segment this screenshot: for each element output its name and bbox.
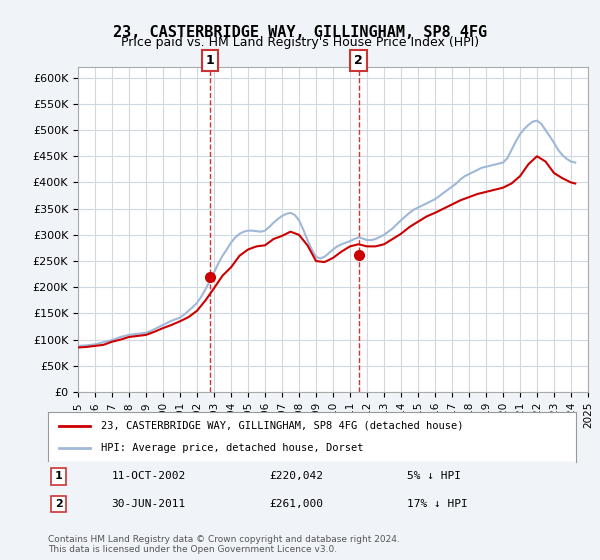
Text: 17% ↓ HPI: 17% ↓ HPI xyxy=(407,499,468,509)
Text: 5% ↓ HPI: 5% ↓ HPI xyxy=(407,471,461,481)
Text: £220,042: £220,042 xyxy=(270,471,324,481)
Text: 1: 1 xyxy=(55,471,62,481)
Text: 23, CASTERBRIDGE WAY, GILLINGHAM, SP8 4FG (detached house): 23, CASTERBRIDGE WAY, GILLINGHAM, SP8 4F… xyxy=(101,421,463,431)
Text: Price paid vs. HM Land Registry's House Price Index (HPI): Price paid vs. HM Land Registry's House … xyxy=(121,36,479,49)
Text: 2: 2 xyxy=(55,499,62,509)
Text: 2: 2 xyxy=(354,54,363,67)
Text: Contains HM Land Registry data © Crown copyright and database right 2024.
This d: Contains HM Land Registry data © Crown c… xyxy=(48,535,400,554)
Text: 23, CASTERBRIDGE WAY, GILLINGHAM, SP8 4FG: 23, CASTERBRIDGE WAY, GILLINGHAM, SP8 4F… xyxy=(113,25,487,40)
Text: 11-OCT-2002: 11-OCT-2002 xyxy=(112,471,185,481)
Text: 1: 1 xyxy=(206,54,215,67)
Text: £261,000: £261,000 xyxy=(270,499,324,509)
Text: 30-JUN-2011: 30-JUN-2011 xyxy=(112,499,185,509)
Text: HPI: Average price, detached house, Dorset: HPI: Average price, detached house, Dors… xyxy=(101,443,364,453)
